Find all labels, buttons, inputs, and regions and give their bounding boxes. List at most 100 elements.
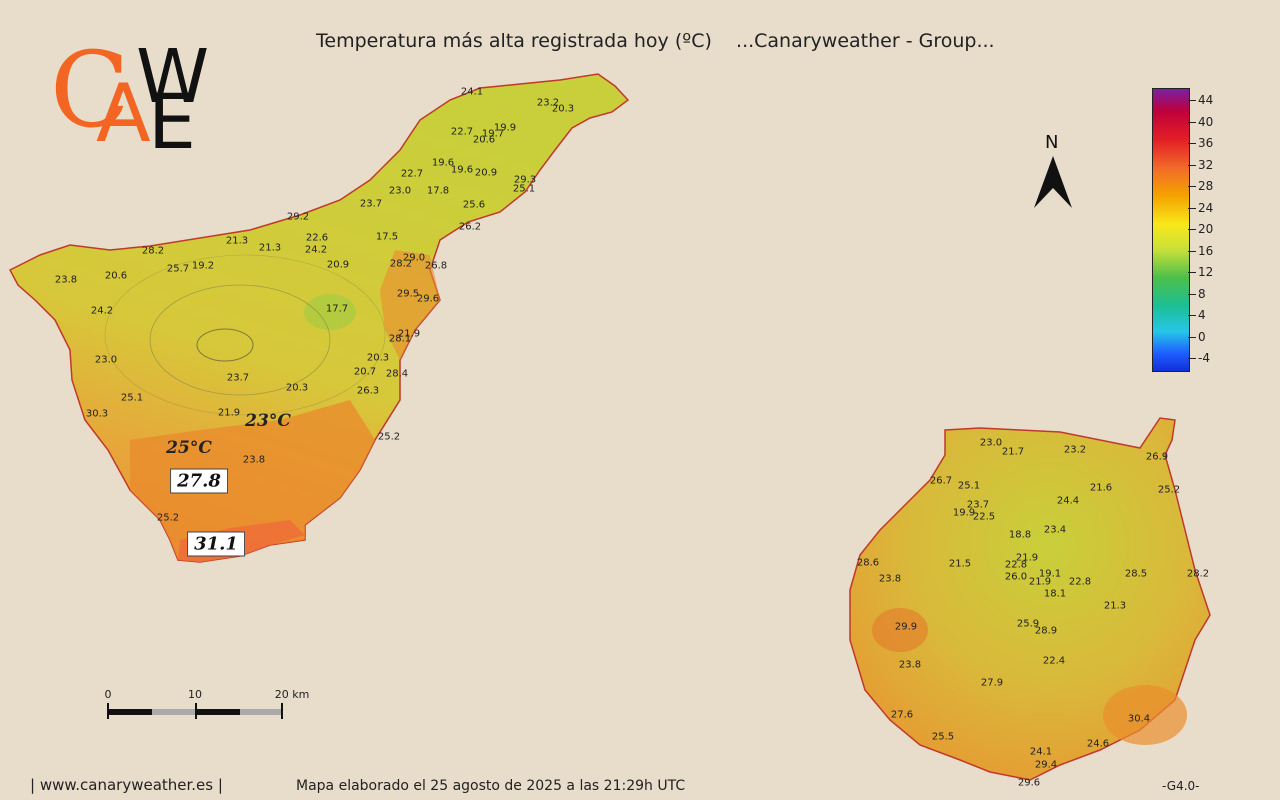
- gran-canaria-station-temp: 25.2: [1157, 484, 1181, 496]
- gran-canaria-station-temp: 30.4: [1127, 713, 1151, 725]
- gran-canaria-station-temp: 28.9: [1034, 625, 1058, 637]
- gran-canaria-station-temp: 27.6: [890, 709, 914, 721]
- legend-tick: [1188, 229, 1196, 230]
- legend-tick: [1188, 100, 1196, 101]
- tenerife-station-temp: 26.3: [356, 385, 380, 397]
- tenerife-station-temp: 26.8: [424, 260, 448, 272]
- legend-value: 36: [1198, 136, 1214, 150]
- boxed-temp-27-8: 27.8: [170, 468, 228, 494]
- logo-letter-c: C: [50, 29, 130, 151]
- legend-tick: [1188, 186, 1196, 187]
- tenerife-station-temp: 23.2: [536, 97, 560, 109]
- gran-canaria-station-temp: 22.8: [1004, 559, 1028, 571]
- gc-hot-southeast: [1103, 685, 1187, 745]
- gran-canaria-station-temp: 18.1: [1043, 588, 1067, 600]
- legend-tick: [1188, 272, 1196, 273]
- scale-label-10: 10: [188, 688, 202, 701]
- callout-25c: 25°C: [166, 438, 212, 458]
- teide-crater: [196, 328, 254, 362]
- gran-canaria-station-temp: 29.6: [1017, 777, 1041, 789]
- tenerife-station-temp: 25.2: [156, 512, 180, 524]
- legend-tick: [1188, 358, 1196, 359]
- tenerife-warm-zone: [130, 400, 375, 562]
- tenerife-station-temp: 19.6: [450, 164, 474, 176]
- tenerife-station-temp: 21.3: [225, 235, 249, 247]
- tenerife-station-temp: 20.6: [472, 134, 496, 146]
- footer-credit: Mapa elaborado el 25 agosto de 2025 a la…: [296, 778, 686, 794]
- tenerife-station-temp: 20.3: [366, 352, 390, 364]
- tenerife-station-temp: 29.2: [286, 211, 310, 223]
- gran-canaria-station-temp: 24.4: [1056, 495, 1080, 507]
- tenerife-station-temp: 24.1: [460, 86, 484, 98]
- gran-canaria-station-temp: 29.9: [894, 621, 918, 633]
- legend-tick: [1188, 121, 1196, 123]
- legend-tick: [1188, 293, 1196, 295]
- legend-value: 12: [1198, 265, 1214, 279]
- legend-tick: [1188, 207, 1196, 209]
- tenerife-station-temp: 21.3: [258, 242, 282, 254]
- teide-caldera: [149, 284, 331, 396]
- tenerife-station-temp: 20.6: [104, 270, 128, 282]
- teide-contour: [104, 254, 386, 416]
- gran-canaria-station-temp: 21.7: [1001, 446, 1025, 458]
- gran-canaria-station-temp: 29.4: [1034, 759, 1058, 771]
- tenerife-station-temp: 29.6: [416, 293, 440, 305]
- tenerife-station-temp: 30.3: [85, 408, 109, 420]
- gran-canaria-station-temp: 25.5: [931, 731, 955, 743]
- tenerife-station-temp: 20.3: [285, 382, 309, 394]
- scale-bar: [107, 703, 283, 719]
- north-arrow-icon: [1034, 156, 1072, 208]
- legend-value: 8: [1198, 286, 1206, 301]
- gran-canaria-station-temp: 23.0: [979, 437, 1003, 449]
- legend-value: 4: [1198, 308, 1206, 322]
- tenerife-station-temp: 28.2: [389, 258, 413, 270]
- gran-canaria-station-temp: 21.6: [1089, 482, 1113, 494]
- tenerife-station-temp: 17.8: [426, 185, 450, 197]
- scale-label-0: 0: [104, 688, 112, 701]
- legend-value: 16: [1198, 243, 1214, 258]
- legend-tick: [1188, 164, 1196, 166]
- gran-canaria-station-temp: 21.9: [1028, 576, 1052, 588]
- logo-letter-e: E: [148, 77, 197, 166]
- gran-canaria-station-temp: 28.2: [1186, 568, 1210, 580]
- tenerife-east-warm: [380, 250, 440, 360]
- gc-hot-southwest: [872, 608, 928, 652]
- tenerife-station-temp: 25.1: [512, 183, 536, 195]
- logo-letter-a: A: [96, 67, 151, 160]
- tenerife-station-temp: 20.3: [551, 103, 575, 115]
- tenerife-station-temp: 29.5: [396, 288, 420, 300]
- gran-canaria-station-temp: 25.1: [957, 480, 981, 492]
- temperature-color-legend: [1152, 88, 1190, 372]
- gran-canaria-station-temp: 21.3: [1103, 600, 1127, 612]
- tenerife-station-temp: 21.9: [217, 407, 241, 419]
- tenerife-station-temp: 23.7: [359, 198, 383, 210]
- gran-canaria-station-temp: 23.8: [898, 659, 922, 671]
- gran-canaria-station-temp: 21.5: [948, 558, 972, 570]
- footer-code: -G4.0-: [1162, 779, 1200, 793]
- tenerife-station-temp: 19.2: [191, 260, 215, 272]
- legend-value: 44: [1198, 93, 1214, 107]
- scale-label-20: 20 km: [274, 688, 310, 701]
- tenerife-station-temp: 20.7: [353, 366, 377, 378]
- gran-canaria-station-temp: 19.1: [1038, 568, 1062, 580]
- gran-canaria-station-temp: 19.9: [952, 507, 976, 519]
- gran-canaria-station-temp: 26.0: [1004, 571, 1028, 583]
- gran-canaria-station-temp: 25.9: [1016, 618, 1040, 630]
- gran-canaria-station-temp: 23.7: [966, 499, 990, 511]
- tenerife-cool-zone: [304, 294, 356, 330]
- gran-canaria-station-temp: 22.8: [1068, 576, 1092, 588]
- north-label: N: [1045, 132, 1059, 153]
- tenerife-station-temp: 24.2: [304, 244, 328, 256]
- tenerife-station-temp: 19.7: [481, 128, 505, 140]
- tenerife-station-temp: 25.2: [377, 431, 401, 443]
- gran-canaria-station-temp: 28.6: [856, 557, 880, 569]
- gran-canaria-station-temp: 23.8: [878, 573, 902, 585]
- gran-canaria-station-temp: 24.6: [1086, 738, 1110, 750]
- tenerife-station-temp: 17.5: [375, 231, 399, 243]
- tenerife-station-temp: 21.9: [397, 328, 421, 340]
- map-title: Temperatura más alta registrada hoy (ºC)…: [316, 30, 995, 52]
- gran-canaria-station-temp: 27.9: [980, 677, 1004, 689]
- canaryweather-logo: C A W E: [48, 38, 218, 166]
- legend-tick: [1188, 336, 1196, 338]
